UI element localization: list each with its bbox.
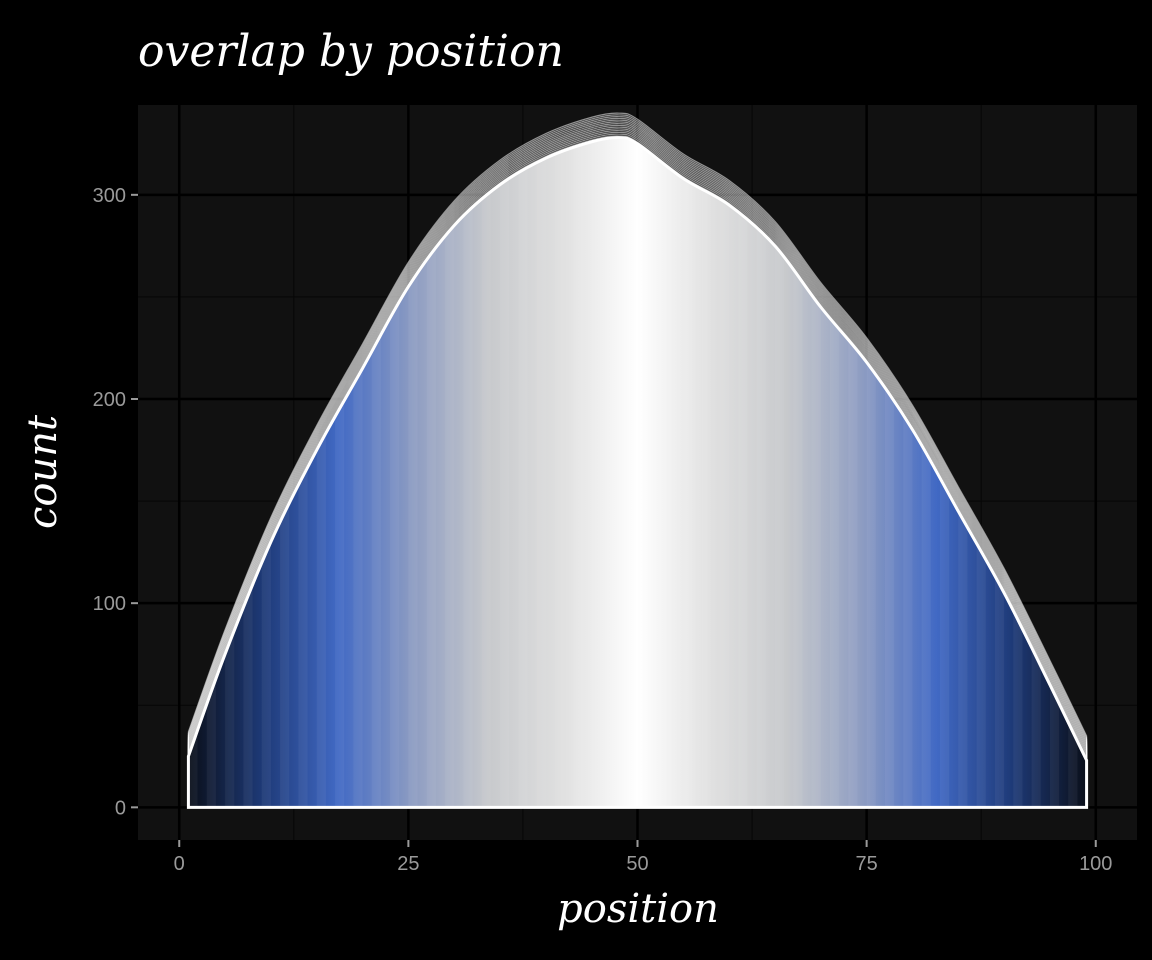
position-band <box>628 105 637 807</box>
x-tick-label: 75 <box>856 853 878 875</box>
position-band <box>482 105 491 807</box>
position-band <box>500 105 509 807</box>
y-tick-label: 300 <box>93 185 126 207</box>
y-tick-label: 0 <box>115 797 126 819</box>
x-tick-label: 0 <box>174 853 185 875</box>
x-tick-label: 25 <box>397 853 419 875</box>
y-tick-label: 100 <box>93 593 126 615</box>
position-band <box>573 105 582 807</box>
x-tick-label: 50 <box>626 853 648 875</box>
position-band <box>647 105 656 807</box>
position-band <box>702 105 711 807</box>
position-band <box>720 105 729 807</box>
position-band <box>555 105 564 807</box>
position-band <box>683 105 692 807</box>
position-band <box>592 105 601 807</box>
chart-title: overlap by position <box>138 26 564 77</box>
y-tick-label: 200 <box>93 389 126 411</box>
y-axis-title: count <box>20 414 66 529</box>
x-axis-title: position <box>557 886 719 932</box>
x-tick-label: 100 <box>1079 853 1112 875</box>
position-band <box>537 105 546 807</box>
position-band <box>665 105 674 807</box>
position-band <box>518 105 527 807</box>
position-band <box>610 105 619 807</box>
